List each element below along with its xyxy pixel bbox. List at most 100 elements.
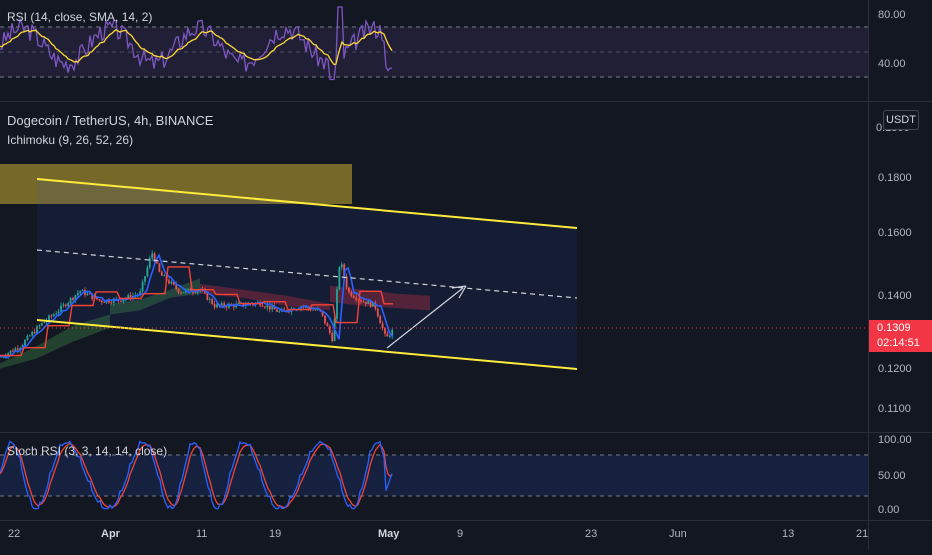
candle-body — [170, 281, 173, 284]
candle-body — [271, 305, 274, 310]
candle-body — [369, 301, 372, 307]
stoch-axis-tick: 100.00 — [878, 434, 912, 446]
candle-body — [86, 293, 89, 296]
candle-body — [4, 356, 7, 358]
rsi-axis-tick: 40.00 — [878, 58, 906, 70]
candle-body — [81, 289, 84, 291]
ichimoku-legend[interactable]: Ichimoku (9, 26, 52, 26) — [7, 133, 134, 147]
candle-body — [9, 350, 12, 354]
candle-body — [175, 284, 178, 289]
candle-body — [52, 314, 55, 317]
time-axis-label: Jun — [669, 528, 687, 540]
candle-body — [187, 288, 190, 290]
candle-body — [384, 328, 386, 334]
candle-body — [314, 309, 317, 311]
candle-body — [379, 316, 382, 324]
price-axis-tick: 0.1100 — [878, 403, 911, 415]
candle-body — [386, 333, 389, 337]
channel-lower-line[interactable] — [36, 319, 578, 370]
candle-body — [36, 326, 38, 334]
time-axis-label: 21 — [856, 528, 869, 540]
candle-body — [208, 299, 211, 300]
candle-body — [48, 315, 50, 321]
ichimoku-conversion-line — [0, 253, 394, 359]
candle-body — [76, 292, 79, 296]
stoch-band-fill — [0, 455, 868, 496]
candle-body — [64, 304, 67, 307]
candle-body — [304, 306, 307, 308]
candle-body — [326, 323, 329, 327]
time-axis-label: 13 — [782, 528, 795, 540]
candle-body — [168, 280, 170, 284]
candle-body — [223, 303, 226, 307]
candle-body — [338, 267, 341, 290]
candle-body — [225, 306, 228, 308]
candle-body — [120, 300, 122, 302]
candle-body — [355, 297, 358, 300]
candle-body — [74, 295, 77, 300]
candle-body — [19, 348, 22, 350]
candle-body — [268, 305, 271, 310]
symbol-title[interactable]: Dogecoin / TetherUS, 4h, BINANCE — [7, 113, 214, 128]
candle-body — [12, 350, 14, 352]
channel-upper-line[interactable] — [36, 178, 578, 229]
candle-body — [261, 305, 264, 307]
rsi-ma-line — [0, 28, 393, 66]
price-axis-tick: 0.1400 — [878, 290, 912, 302]
candle-body — [16, 348, 19, 350]
currency-button[interactable]: USDT — [883, 110, 919, 130]
stoch-k-line — [0, 440, 393, 510]
time-axis-label: Apr — [101, 528, 120, 540]
candle-body — [220, 303, 223, 306]
candle-body — [216, 304, 218, 308]
candle-body — [60, 305, 62, 312]
candle-body — [283, 309, 286, 311]
candle-body — [26, 335, 29, 341]
candle-body — [43, 322, 46, 324]
stoch-pane[interactable] — [0, 440, 868, 510]
price-pane[interactable] — [0, 164, 868, 370]
channel-median-line[interactable] — [36, 249, 578, 299]
stoch-axis-tick: 0.00 — [878, 504, 900, 516]
rsi-pane[interactable] — [0, 6, 868, 81]
candle-body — [194, 292, 197, 294]
candle-body — [362, 301, 365, 303]
candle-body — [139, 291, 142, 295]
candle-body — [24, 340, 26, 346]
candle-body — [40, 323, 43, 326]
candle-body — [312, 309, 314, 311]
candle-body — [273, 305, 276, 310]
rsi-legend[interactable]: RSI (14, close, SMA, 14, 2) — [7, 10, 153, 24]
ichimoku-cloud — [110, 278, 200, 315]
time-axis-label: 11 — [196, 528, 208, 540]
candle-body — [146, 267, 149, 277]
candle-body — [276, 309, 278, 312]
price-axis-tick: 0.1200 — [878, 363, 912, 375]
candle-body — [156, 261, 158, 264]
candle-body — [160, 271, 163, 276]
candle-body — [28, 335, 31, 337]
candle-body — [288, 311, 290, 313]
candle-body — [360, 300, 362, 302]
candle-body — [336, 289, 338, 319]
candle-body — [278, 311, 281, 313]
candle-body — [172, 281, 175, 285]
time-axis-label: 22 — [8, 528, 21, 540]
last-price-value: 0.1309 — [877, 322, 911, 334]
candle-body — [163, 275, 166, 277]
candle-body — [376, 308, 379, 317]
supply-zone — [0, 164, 352, 204]
candle-body — [388, 336, 391, 338]
time-axis-label: 9 — [457, 528, 464, 540]
candle-body — [189, 288, 192, 293]
candle-body — [180, 292, 182, 294]
time-axis-label: May — [378, 528, 400, 540]
projection-arrow[interactable] — [386, 287, 464, 349]
candle-body — [69, 297, 72, 303]
candle-body — [122, 299, 125, 302]
candle-body — [367, 301, 370, 305]
candle-body — [72, 297, 74, 300]
stoch-legend[interactable]: Stoch RSI (3, 3, 14, 14, close) — [7, 444, 168, 458]
candle-body — [141, 281, 144, 292]
candle-body — [31, 331, 34, 336]
